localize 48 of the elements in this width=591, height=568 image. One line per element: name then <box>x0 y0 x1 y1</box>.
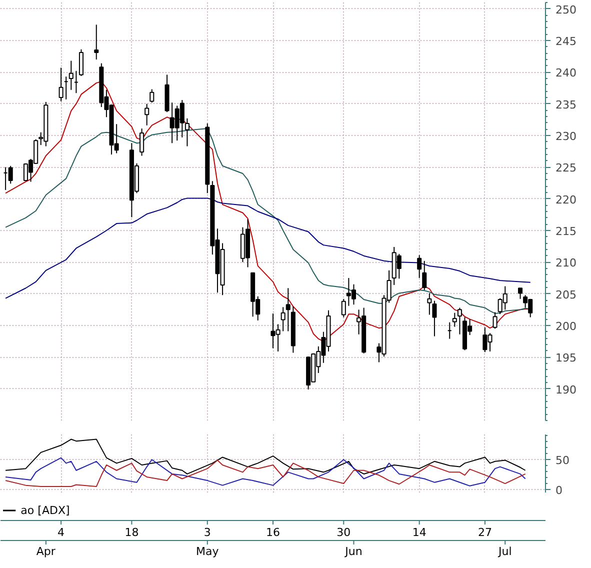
y-tick-label: 240 <box>556 66 576 80</box>
x-tick-label: 16 <box>266 526 280 539</box>
candlestick <box>492 312 498 330</box>
y-tick-label: 225 <box>556 162 576 175</box>
x-tick-label: 27 <box>478 526 492 539</box>
line-series <box>5 438 526 474</box>
candlestick <box>422 260 427 291</box>
x-tick-label: 3 <box>204 526 211 539</box>
candlestick <box>68 60 74 90</box>
x-tick-label: 14 <box>412 526 426 539</box>
y-tick-label: 245 <box>556 35 576 48</box>
x-tick-label: 30 <box>336 526 351 539</box>
candlestick <box>286 288 290 332</box>
x2-tick-label: May <box>196 545 220 558</box>
y-tick-label: 215 <box>556 225 576 238</box>
legend-label: ао [ADX] <box>20 504 70 517</box>
y-tick-label: 210 <box>556 256 576 270</box>
candlestick <box>140 128 144 156</box>
y-tick-label: 205 <box>556 288 576 302</box>
x2-tick-label: Jul <box>497 545 512 558</box>
candlestick <box>78 48 84 76</box>
y-tick-label: 0 <box>556 484 562 498</box>
candlestick <box>58 67 64 102</box>
y-tick-label: 195 <box>556 352 576 365</box>
candlestick <box>457 307 462 335</box>
y-tick-label: 230 <box>556 130 576 143</box>
candlestick <box>8 165 13 184</box>
candlestick <box>144 103 150 126</box>
y-tick-label: 50 <box>556 454 570 468</box>
candlestick <box>341 298 346 318</box>
candlestick <box>94 24 99 60</box>
y-tick-label: 235 <box>556 98 576 112</box>
x-tick-label: 4 <box>58 526 65 539</box>
candlestick <box>452 312 457 328</box>
y-tick-label: 200 <box>556 320 576 333</box>
candlestick <box>150 88 154 104</box>
line-series <box>5 198 531 299</box>
y-tick-label: 190 <box>556 383 576 396</box>
x2-tick-label: Apr <box>36 545 56 558</box>
y-tick-label: 220 <box>556 193 576 206</box>
candlestick <box>427 292 432 316</box>
x2-tick-label: Jun <box>344 545 362 558</box>
candlestick <box>432 300 437 337</box>
y-tick-label: 250 <box>556 3 576 16</box>
candlestick <box>417 254 422 278</box>
candlestick <box>280 306 286 332</box>
x-tick-label: 18 <box>124 526 139 539</box>
candlestick <box>518 288 523 300</box>
